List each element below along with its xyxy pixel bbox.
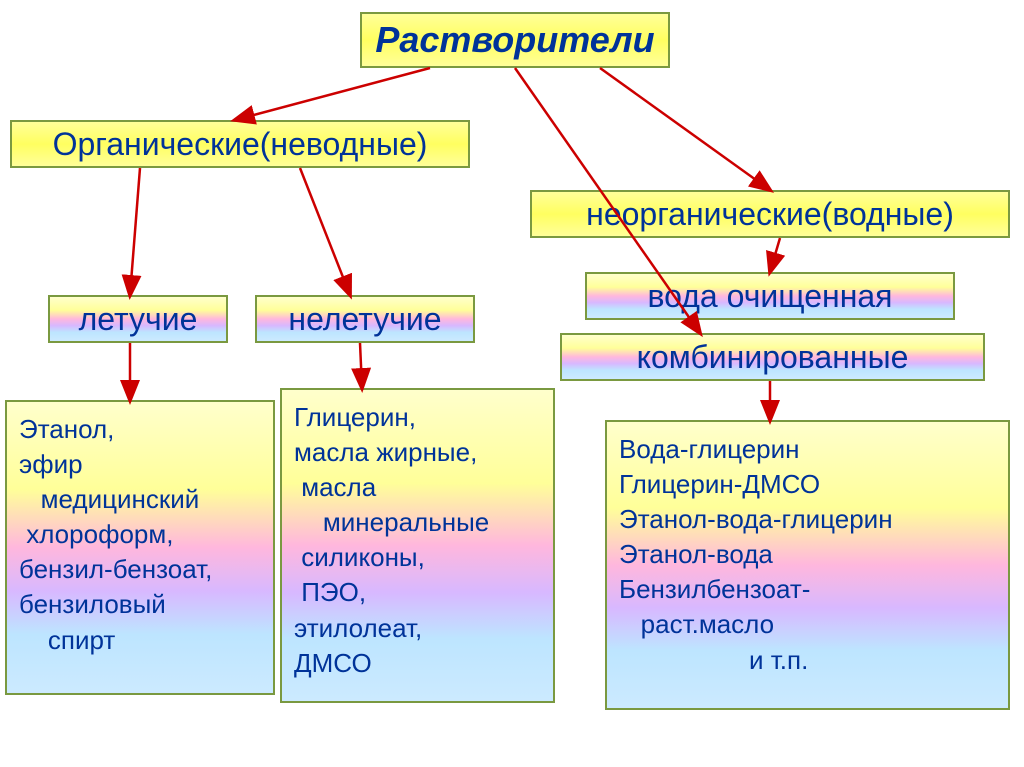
combined-box: комбинированные (560, 333, 985, 381)
list-item: бензил-бензоат, (19, 552, 212, 587)
combined-label: комбинированные (637, 339, 909, 376)
volatile-list: Этанол,эфир медицинский хлороформ,бензил… (19, 412, 212, 658)
list-item: Глицерин-ДМСО (619, 467, 893, 502)
purified-box: вода очищенная (585, 272, 955, 320)
title-text: Растворители (375, 19, 654, 61)
list-item: раст.масло (619, 607, 893, 642)
list-item: Этанол, (19, 412, 212, 447)
list-item: силиконы, (294, 540, 489, 575)
nonvolatile-label: нелетучие (288, 301, 441, 338)
purified-label: вода очищенная (648, 278, 893, 315)
list-item: масла жирные, (294, 435, 489, 470)
volatile-list-box: Этанол,эфир медицинский хлороформ,бензил… (5, 400, 275, 695)
list-item: масла (294, 470, 489, 505)
list-item: Глицерин, (294, 400, 489, 435)
list-item: Этанол-вода (619, 537, 893, 572)
inorganic-box: неорганические(водные) (530, 190, 1010, 238)
volatile-label: летучие (79, 301, 198, 338)
inorganic-label: неорганические(водные) (586, 196, 954, 233)
organic-box: Органические(неводные) (10, 120, 470, 168)
list-item: Бензилбензоат- (619, 572, 893, 607)
organic-label: Органические(неводные) (53, 126, 428, 163)
list-item: медицинский (19, 482, 212, 517)
nonvolatile-list: Глицерин,масла жирные, масла минеральные… (294, 400, 489, 681)
nonvolatile-list-box: Глицерин,масла жирные, масла минеральные… (280, 388, 555, 703)
list-item: этилолеат, (294, 611, 489, 646)
list-item: минеральные (294, 505, 489, 540)
list-item: ПЭО, (294, 575, 489, 610)
list-item: и т.п. (619, 643, 893, 678)
list-item: Вода-глицерин (619, 432, 893, 467)
combined-list-box: Вода-глицеринГлицерин-ДМСОЭтанол-вода-гл… (605, 420, 1010, 710)
list-item: хлороформ, (19, 517, 212, 552)
combined-list: Вода-глицеринГлицерин-ДМСОЭтанол-вода-гл… (619, 432, 893, 678)
nonvolatile-box: нелетучие (255, 295, 475, 343)
list-item: эфир (19, 447, 212, 482)
list-item: спирт (19, 623, 212, 658)
list-item: бензиловый (19, 587, 212, 622)
volatile-box: летучие (48, 295, 228, 343)
list-item: Этанол-вода-глицерин (619, 502, 893, 537)
title-box: Растворители (360, 12, 670, 68)
list-item: ДМСО (294, 646, 489, 681)
